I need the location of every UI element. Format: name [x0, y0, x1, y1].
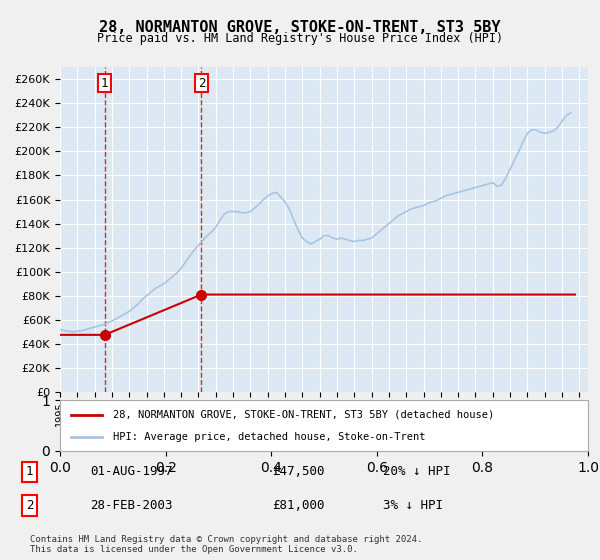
Text: 2: 2: [26, 499, 33, 512]
Text: 3% ↓ HPI: 3% ↓ HPI: [383, 499, 443, 512]
Text: £47,500: £47,500: [272, 465, 325, 478]
Text: 01-AUG-1997: 01-AUG-1997: [90, 465, 173, 478]
Text: £81,000: £81,000: [272, 499, 325, 512]
Text: HPI: Average price, detached house, Stoke-on-Trent: HPI: Average price, detached house, Stok…: [113, 432, 425, 442]
Text: 1: 1: [101, 77, 109, 90]
Text: 28, NORMANTON GROVE, STOKE-ON-TRENT, ST3 5BY: 28, NORMANTON GROVE, STOKE-ON-TRENT, ST3…: [99, 20, 501, 35]
Text: 2: 2: [197, 77, 205, 90]
Text: Price paid vs. HM Land Registry's House Price Index (HPI): Price paid vs. HM Land Registry's House …: [97, 32, 503, 45]
Text: 1: 1: [26, 465, 33, 478]
Text: 28, NORMANTON GROVE, STOKE-ON-TRENT, ST3 5BY (detached house): 28, NORMANTON GROVE, STOKE-ON-TRENT, ST3…: [113, 409, 494, 419]
Text: 20% ↓ HPI: 20% ↓ HPI: [383, 465, 450, 478]
Text: 28-FEB-2003: 28-FEB-2003: [90, 499, 173, 512]
Text: Contains HM Land Registry data © Crown copyright and database right 2024.
This d: Contains HM Land Registry data © Crown c…: [30, 535, 422, 554]
